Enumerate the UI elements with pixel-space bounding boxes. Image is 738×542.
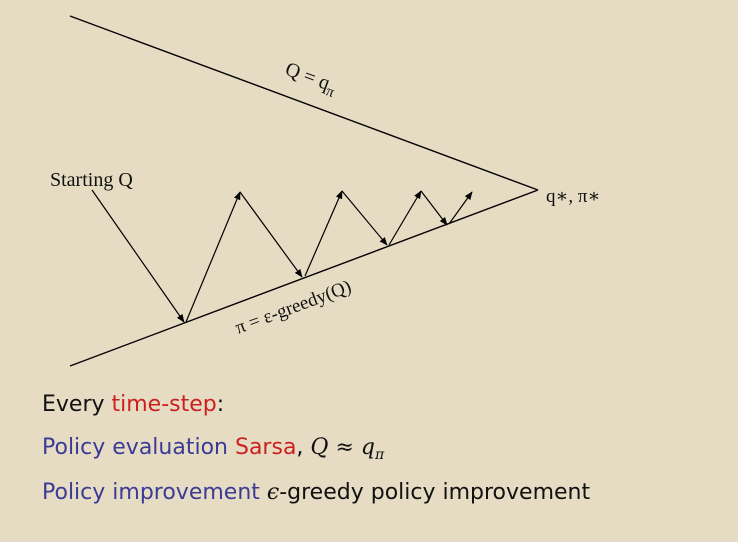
optimal-label: q∗, π∗ <box>546 186 600 207</box>
starting-q-label: Starting Q <box>50 169 133 191</box>
q-lower-symbol: q <box>360 435 375 460</box>
pi-subscript: π <box>375 447 385 463</box>
improve-arrow-2 <box>304 190 343 277</box>
every-text: Every <box>42 392 112 417</box>
pi-egreedy-label: π = ε-greedy(Q) <box>232 276 354 338</box>
policy-evaluation-label: Policy evaluation <box>42 435 235 460</box>
sarsa-text: Sarsa <box>234 435 297 460</box>
improve-arrow-4 <box>448 191 473 225</box>
policy-evaluation-line: Policy evaluation Sarsa, Q ≈ qπ <box>42 435 385 463</box>
eval-arrow-2 <box>341 190 388 246</box>
epsilon-symbol: ϵ <box>266 480 280 505</box>
eval-arrow-3 <box>420 190 448 226</box>
greedy-improvement-text: -greedy policy improvement <box>279 480 591 505</box>
upper-line <box>69 15 539 191</box>
approx-symbol: ≈ <box>335 435 354 460</box>
every-time-step-line: Every time-step: <box>42 394 224 416</box>
improve-arrow-3 <box>388 190 422 246</box>
policy-iteration-diagram: Q = qπ π = ε-greedy(Q) Starting Q q∗, π∗ <box>50 15 600 367</box>
q-equals-qpi-label: Q = qπ <box>281 58 340 101</box>
comma-text: , <box>296 435 304 460</box>
policy-improvement-label: Policy improvement <box>42 480 267 505</box>
time-step-text: time-step <box>111 392 217 417</box>
eval-arrow-1 <box>239 191 303 278</box>
lower-line <box>69 189 539 367</box>
q-symbol: Q <box>310 435 329 460</box>
policy-improvement-line: Policy improvement ϵ-greedy policy impro… <box>42 482 590 504</box>
colon-text: : <box>216 392 225 417</box>
improve-arrow-1 <box>185 191 241 323</box>
start-arrow <box>91 189 185 323</box>
